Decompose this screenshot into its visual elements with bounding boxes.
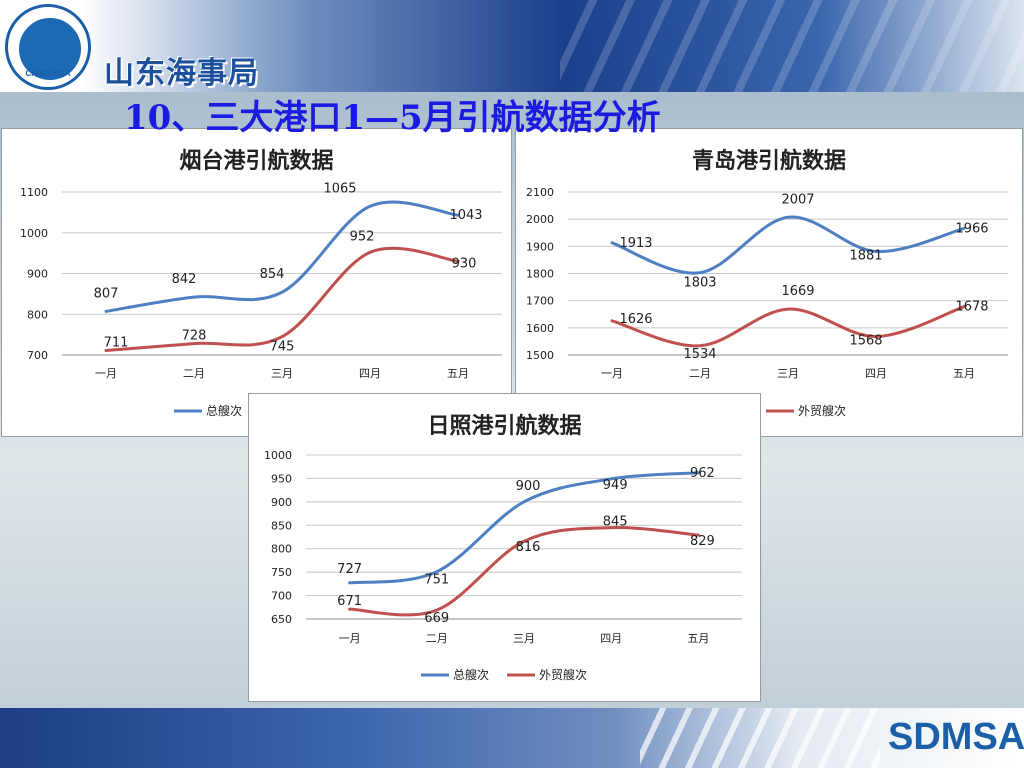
data-label: 711 <box>104 336 129 351</box>
anchor-emblem-icon <box>17 16 83 82</box>
y-tick-label: 900 <box>271 496 292 509</box>
brand-logo: SDMSA <box>888 716 1024 758</box>
data-label: 2007 <box>781 192 814 207</box>
data-label: 1669 <box>781 284 814 299</box>
data-label: 728 <box>182 329 207 344</box>
data-label: 816 <box>516 540 541 555</box>
footer-stripes <box>640 708 880 768</box>
data-label: 1803 <box>683 276 716 291</box>
chart-title-qingdao: 青岛港引航数据 <box>691 149 846 174</box>
data-label: 829 <box>690 534 715 549</box>
series-line-0 <box>104 200 460 313</box>
legend-label: 总艘次 <box>206 403 242 418</box>
data-label: 727 <box>337 562 362 577</box>
data-label: 751 <box>424 573 449 588</box>
msa-logo: CHINA MSA <box>5 4 91 90</box>
x-tick-label: 二月 <box>426 632 448 645</box>
legend-label: 外贸艘次 <box>539 667 587 682</box>
logo-text: CHINA MSA <box>25 69 71 78</box>
y-tick-label: 700 <box>27 349 48 362</box>
y-tick-label: 1700 <box>526 295 554 308</box>
data-label: 930 <box>452 256 477 271</box>
y-tick-label: 700 <box>271 590 292 603</box>
x-tick-label: 四月 <box>600 632 622 645</box>
data-label: 1043 <box>449 208 482 223</box>
data-label: 745 <box>270 340 295 355</box>
x-tick-label: 二月 <box>689 367 711 380</box>
x-tick-label: 五月 <box>953 367 975 380</box>
series-line-1 <box>104 246 460 353</box>
slide-title: 10、三大港口1—5月引航数据分析 <box>124 98 661 138</box>
data-label: 1568 <box>849 334 882 349</box>
data-label: 1881 <box>849 248 882 263</box>
data-label: 671 <box>337 594 362 609</box>
data-label: 1678 <box>955 300 988 315</box>
y-tick-label: 1100 <box>20 186 48 199</box>
data-label: 1534 <box>683 347 716 362</box>
x-tick-label: 一月 <box>95 367 117 380</box>
data-label: 1626 <box>619 312 652 327</box>
y-tick-label: 950 <box>271 472 292 485</box>
y-tick-label: 800 <box>27 308 48 321</box>
series-line-0 <box>348 471 700 585</box>
y-tick-label: 1500 <box>526 349 554 362</box>
data-label: 669 <box>424 611 449 626</box>
y-tick-label: 1000 <box>20 227 48 240</box>
chart-title-yantai: 烟台港引航数据 <box>179 149 334 174</box>
data-label: 1065 <box>323 181 356 196</box>
legend-label: 总艘次 <box>453 667 489 682</box>
y-tick-label: 650 <box>271 613 292 626</box>
data-label: 1966 <box>955 221 988 236</box>
data-label: 842 <box>172 272 197 287</box>
header-stripes <box>560 0 1024 92</box>
x-tick-label: 四月 <box>865 367 887 380</box>
y-tick-label: 2100 <box>526 186 554 199</box>
data-label: 900 <box>516 479 541 494</box>
y-tick-label: 1600 <box>526 322 554 335</box>
chart-panel-qingdao: 青岛港引航数据 1500 1600 1700 1800 1900 2000 2100 一月 二月… <box>515 128 1023 437</box>
data-label: 952 <box>350 229 375 244</box>
chart-panel-rizhao: 日照港引航数据 650 700 750 800 850 900 950 1000 一月 二月 三月 四… <box>248 393 761 702</box>
chart-title-rizhao: 日照港引航数据 <box>427 414 582 439</box>
data-label: 1913 <box>619 236 652 251</box>
y-tick-label: 850 <box>271 519 292 532</box>
x-tick-label: 一月 <box>601 367 623 380</box>
x-tick-label: 三月 <box>271 367 293 380</box>
y-tick-label: 1800 <box>526 268 554 281</box>
org-name: 山东海事局 <box>104 56 259 91</box>
y-tick-label: 2000 <box>526 213 554 226</box>
data-label: 845 <box>603 515 628 530</box>
data-label: 949 <box>603 478 628 493</box>
series-line-1 <box>348 526 700 617</box>
chart-panel-yantai: 烟台港引航数据 700 800 900 1000 1100 一月 二月 三月 四月 五月 807 84… <box>1 128 512 437</box>
chart-qingdao: 1500 1600 1700 1800 1900 2000 2100 一月 二月 三月 四月 五月 19… <box>526 186 1008 418</box>
chart-yantai: 700 800 900 1000 1100 一月 二月 三月 四月 五月 807 842 854 1065… <box>20 181 502 418</box>
y-tick-label: 800 <box>271 543 292 556</box>
x-tick-label: 五月 <box>447 367 469 380</box>
x-tick-label: 三月 <box>513 632 535 645</box>
data-label: 962 <box>690 466 715 481</box>
series-line-1 <box>610 305 966 348</box>
chart-rizhao: 650 700 750 800 850 900 950 1000 一月 二月 三月 四月 五月 727 75… <box>264 449 742 682</box>
x-tick-label: 一月 <box>339 632 361 645</box>
series-line-0 <box>610 215 966 275</box>
y-tick-label: 1900 <box>526 240 554 253</box>
legend-label: 外贸艘次 <box>798 403 846 418</box>
x-tick-label: 二月 <box>183 367 205 380</box>
y-tick-label: 1000 <box>264 449 292 462</box>
y-tick-label: 900 <box>27 268 48 281</box>
x-tick-label: 四月 <box>359 367 381 380</box>
y-tick-label: 750 <box>271 566 292 579</box>
header-band <box>0 0 1024 92</box>
x-tick-label: 五月 <box>687 632 709 645</box>
x-tick-label: 三月 <box>777 367 799 380</box>
data-label: 854 <box>260 267 285 282</box>
data-label: 807 <box>94 286 119 301</box>
